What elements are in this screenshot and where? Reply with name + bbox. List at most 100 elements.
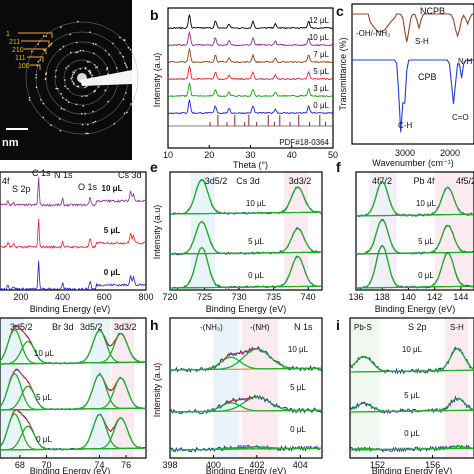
diffraction-spot: [39, 59, 42, 61]
ftir-annotation: C=O: [452, 113, 469, 122]
panel-f-series-label: 5 μL: [418, 237, 434, 246]
diffraction-spot: [67, 101, 70, 103]
survey-series-label: 5 μL: [104, 226, 121, 235]
ftir-annotation: -OH/-NH₂: [356, 29, 390, 38]
diffraction-spot: [37, 60, 40, 63]
survey-annotation: Cs 3d: [118, 170, 142, 180]
diffraction-spot: [42, 116, 45, 119]
survey-series-line: [0, 218, 147, 250]
panel-e-title: Cs 3d: [236, 176, 260, 186]
plane-label: 111: [15, 55, 26, 62]
diffraction-spot: [72, 83, 75, 86]
panel-i-title: S 2p: [408, 322, 427, 332]
ftir-cpb-line: [352, 59, 474, 133]
panel-i-series-label: 0 μL: [404, 429, 420, 438]
diffraction-spot: [44, 78, 47, 80]
diffraction-spot: [136, 77, 139, 79]
panel-b-xlabel: Theta (°): [233, 160, 268, 170]
pb4f-component-peak: [356, 186, 474, 217]
panel-g-frame: [0, 317, 147, 459]
diffraction-spot: [97, 85, 100, 88]
diffraction-spot: [126, 111, 128, 114]
diffraction-spot: [82, 49, 85, 52]
diffraction-spot: [71, 80, 74, 83]
diffraction-spot: [62, 45, 65, 48]
panel-d-tick-label: 200: [13, 292, 28, 302]
diffraction-spot: [122, 98, 125, 101]
panel-e-tick-label: 730: [232, 292, 247, 302]
diffraction-spot: [57, 87, 59, 90]
diffraction-spot: [81, 123, 84, 126]
panel-b-ylabel: Intensity (a.u): [152, 53, 162, 108]
ftir-annotation: CPB: [418, 72, 437, 82]
panel-c-tick-label: 2000: [440, 148, 460, 158]
diffraction-spot: [125, 92, 127, 94]
panel-h-peak-label: -(NH₃): [200, 323, 223, 332]
xrd-series-label: 0 μL: [313, 101, 329, 110]
diffraction-spot: [106, 67, 109, 69]
diffraction-spot: [115, 67, 118, 69]
diffraction-spot: [50, 42, 53, 45]
xrd-series-label: 3 μL: [313, 84, 329, 93]
plane-leader-line: [21, 40, 50, 46]
survey-annotation: 4f: [2, 176, 10, 186]
diffraction-spot: [96, 66, 99, 68]
cs3d-component-peak: [170, 255, 322, 289]
diffraction-spot: [55, 69, 57, 72]
peak-band: [284, 172, 309, 290]
diffraction-spot: [72, 71, 74, 73]
diffraction-spot: [69, 51, 72, 54]
survey-series-label: 10 μL: [102, 184, 123, 193]
peak-band: [369, 172, 397, 290]
n1s-component-peak: [170, 446, 322, 451]
panel-f-tick-label: 142: [427, 292, 442, 302]
panel-i-series-label: 5 μL: [404, 391, 420, 400]
survey-series-line: [0, 260, 147, 291]
diffraction-spot: [72, 73, 74, 76]
plane-leader-line: [24, 48, 47, 54]
diffraction-spot: [42, 35, 45, 37]
xrd-series-line: [167, 30, 334, 47]
diffraction-spot: [59, 129, 62, 132]
beam-stopper: [80, 70, 132, 86]
diffraction-spot: [123, 112, 126, 115]
panel-i-peak-label: S-H: [450, 323, 464, 332]
panel-b-tick-label: 30: [245, 150, 255, 160]
panel-h-series-label: 0 μL: [290, 425, 306, 434]
panel-d-tick-label: 800: [138, 292, 153, 302]
diffraction-spot: [93, 52, 95, 55]
pb4f-component-peak: [356, 224, 474, 255]
diffraction-spot: [75, 51, 77, 54]
panel-c-ylabel: Transmittance (%): [338, 37, 348, 110]
diffraction-spot: [64, 85, 66, 88]
diffraction-spot: [108, 53, 110, 56]
diffraction-spot: [82, 105, 84, 107]
cs3d-component-peak: [170, 227, 322, 255]
ftir-annotation: N-H: [458, 57, 472, 66]
diffraction-spot: [93, 90, 96, 93]
panel-g-xlabel: Binding Energy (eV): [30, 466, 111, 474]
panel-h-tick-label: 400: [206, 460, 221, 470]
pb4f-component-peak: [356, 252, 474, 289]
diffraction-spot: [59, 48, 62, 51]
diffraction-spot: [81, 95, 83, 98]
diffraction-spot: [119, 52, 121, 54]
xrd-series-label: 7 μL: [313, 50, 329, 59]
scale-bar-label: nm: [2, 137, 19, 149]
diffraction-spot: [60, 26, 62, 28]
panel-h-tick-label: 404: [293, 460, 308, 470]
diffraction-spot: [119, 36, 121, 39]
survey-annotation: N 1s: [54, 170, 73, 180]
br3d-component-peak: [0, 333, 146, 365]
panel-e-tick-label: 720: [162, 292, 177, 302]
panel-d-tick-label: 600: [97, 292, 112, 302]
s2p-component-peak: [350, 445, 474, 451]
diffraction-spot: [40, 98, 42, 101]
diffraction-spot: [28, 96, 31, 99]
panel-h-frame: [169, 317, 323, 459]
panel-i-tick-label: 156: [425, 460, 440, 470]
diffraction-spot: [95, 66, 97, 69]
diffraction-spot: [37, 43, 40, 45]
diffraction-spot: [48, 45, 50, 48]
